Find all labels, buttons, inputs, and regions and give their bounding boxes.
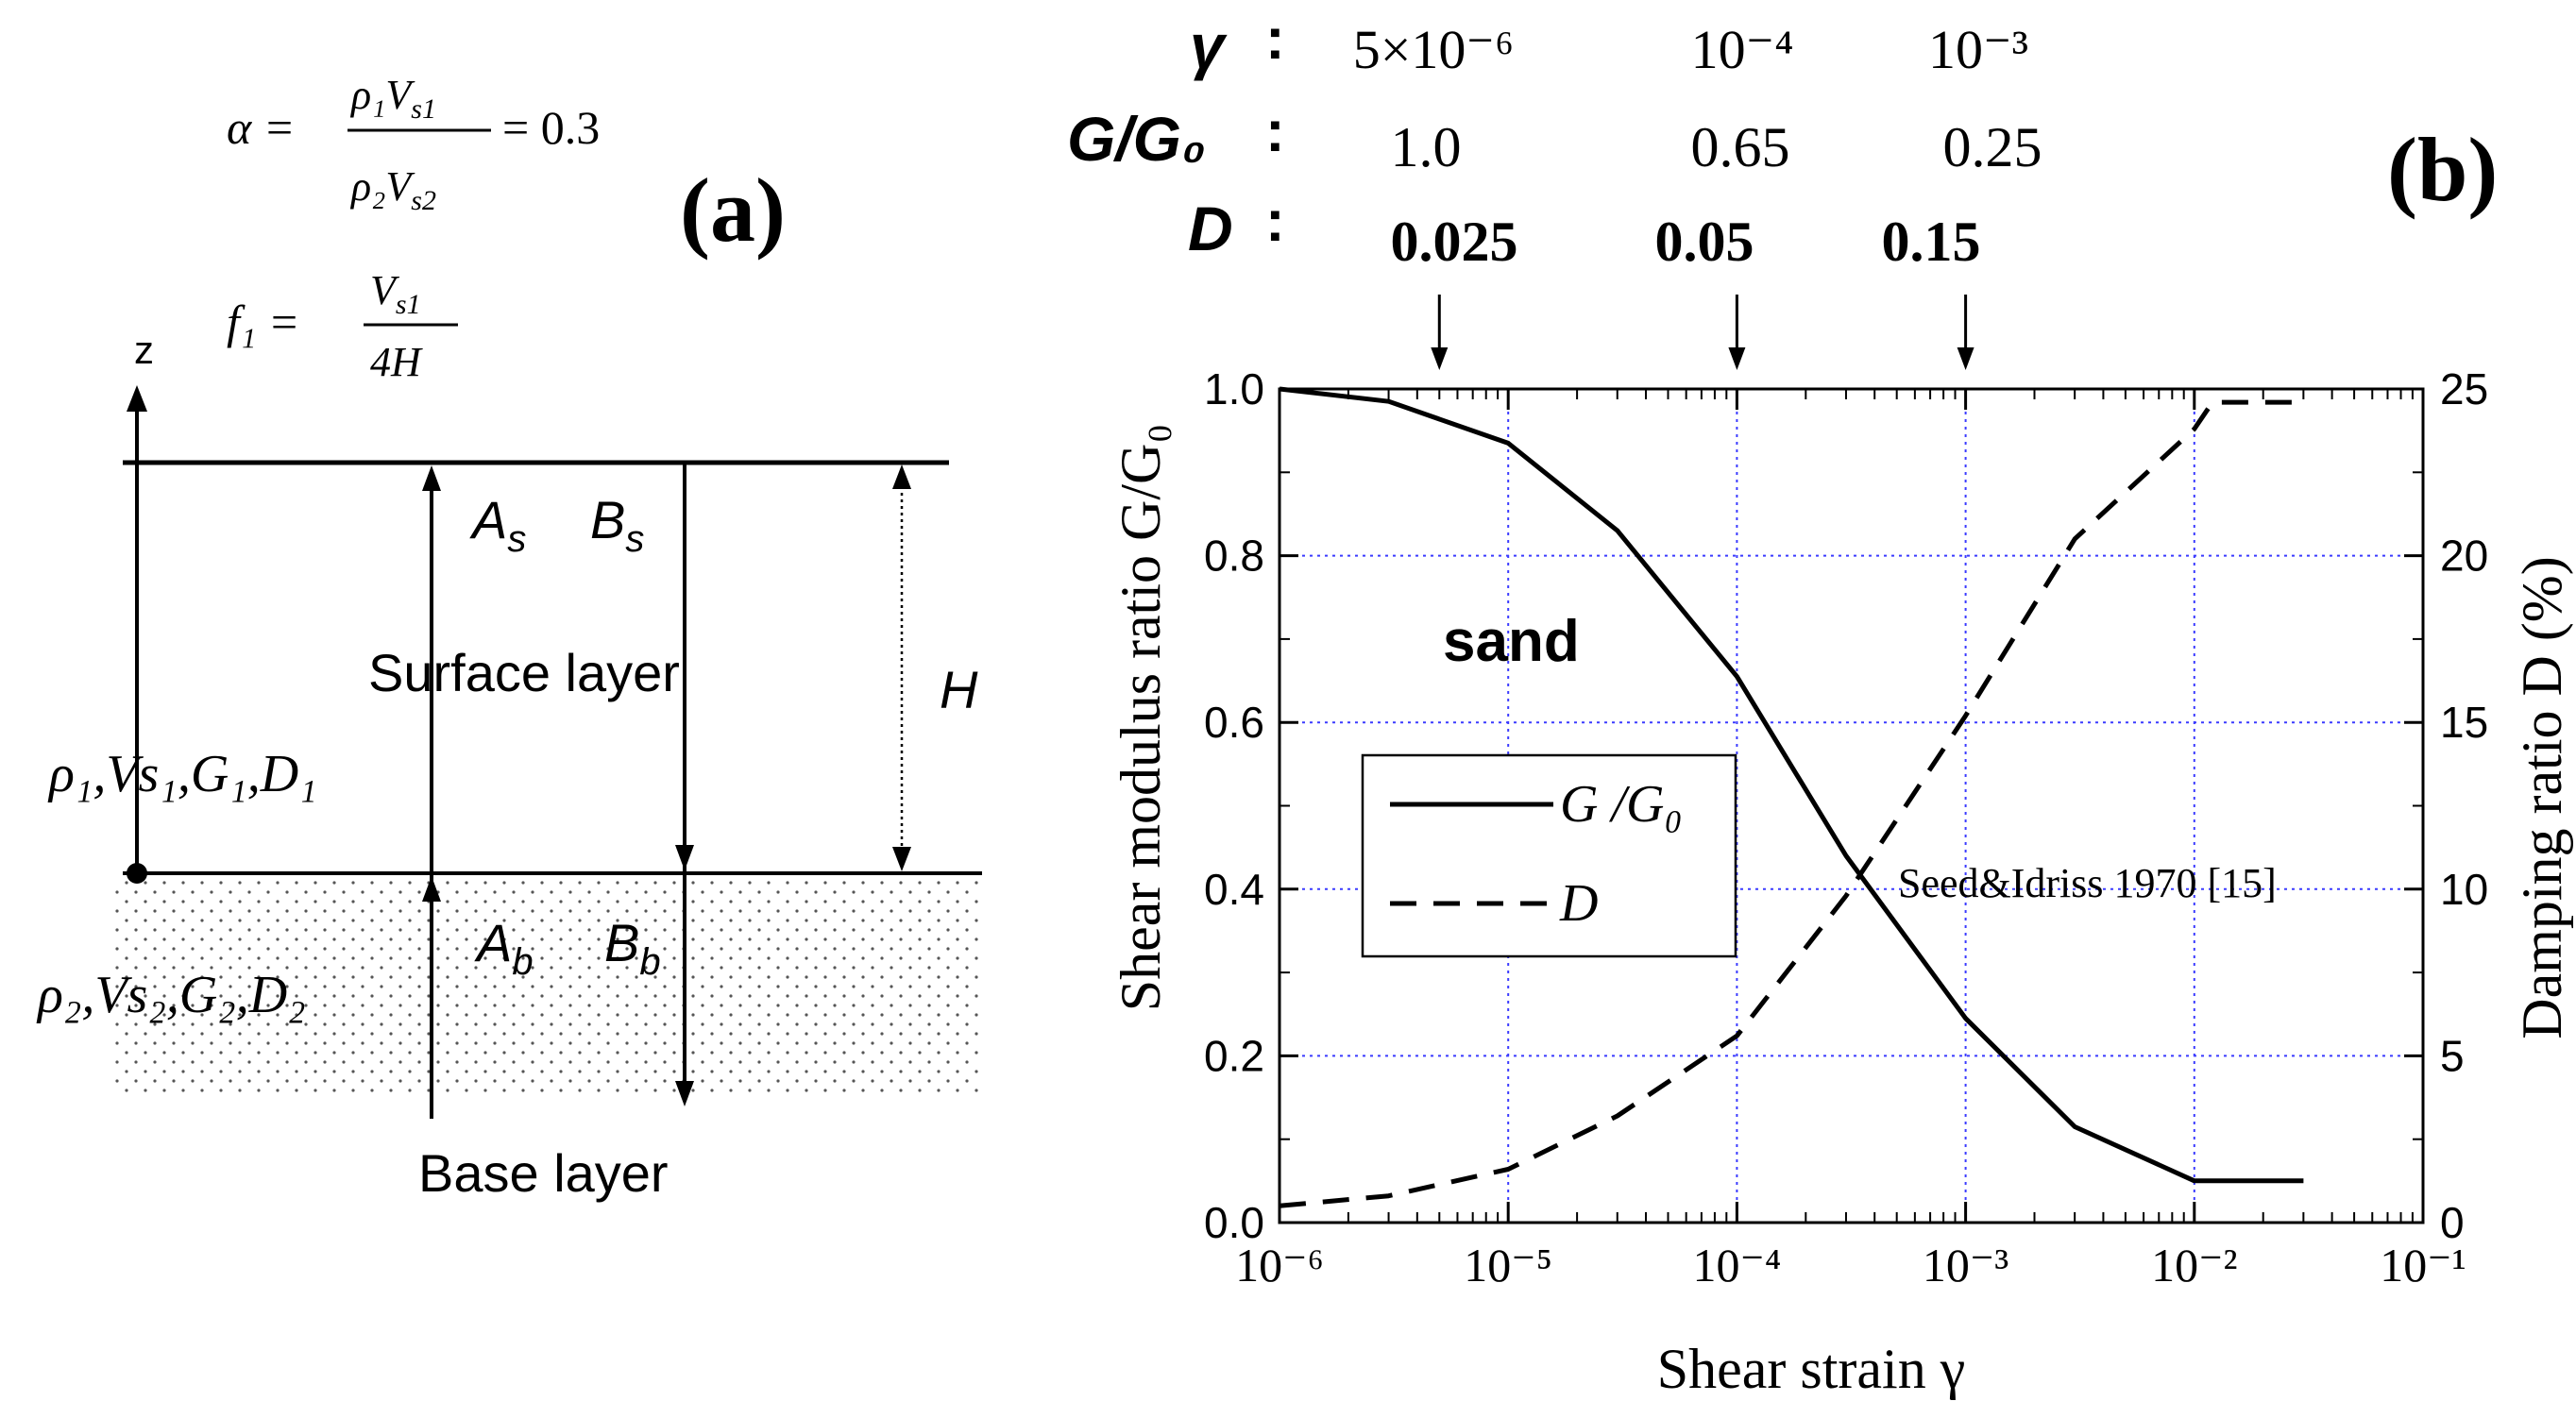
alpha-rhs: = 0.3 [502, 101, 600, 154]
table-gg0-value: 0.65 [1691, 116, 1790, 178]
alpha-denominator: ρ₂Vs2 [349, 163, 436, 216]
height-arrowhead-bottom [892, 847, 911, 871]
table-d-value: 0.05 [1655, 211, 1754, 273]
y-right-tick-label: 0 [2440, 1198, 2465, 1247]
tick-layer: 10⁻⁶ 10⁻⁵ 10⁻⁴ 10⁻³ 10⁻² 10⁻¹ 0.0 0.2 0.4 0.6 0.8 1… [1204, 364, 2488, 1291]
y-left-tick-label: 0.4 [1204, 865, 1264, 914]
legend-label-d: D [1559, 874, 1598, 933]
table-gamma-value: 5×10⁻⁶ [1353, 19, 1515, 80]
table-colon-1: : [1265, 7, 1285, 72]
strain-marker-arrowhead [1728, 347, 1746, 370]
y-left-tick-label: 0.2 [1204, 1031, 1264, 1080]
surface-layer-label: Surface layer [368, 643, 680, 702]
y-right-tick-label: 25 [2440, 364, 2488, 414]
x-tick-label: 10⁻⁶ [1235, 1239, 1324, 1291]
table-gg0-label: G/G₀ [1067, 104, 1206, 174]
layer2-properties: ρ₂,Vs₂,G₂,D₂ [36, 966, 306, 1024]
table-colon-2: : [1265, 99, 1285, 164]
y-left-tick-label: 0.8 [1204, 532, 1264, 581]
label-a-b: Ab [474, 913, 534, 983]
freq-denominator: 4H [370, 339, 423, 385]
table-d-value: 0.15 [1882, 211, 1981, 273]
layer1-properties: ρ₁,Vs₁,G₁,D₁ [47, 745, 317, 803]
table-colon-3: : [1265, 189, 1285, 254]
z-axis-arrowhead [127, 385, 147, 412]
y-left-tick-label: 1.0 [1204, 364, 1264, 414]
z-axis-label: z [134, 328, 154, 372]
series-line-modulus [1279, 386, 2304, 1184]
panel-b: γ G/G₀ D : : : 5×10⁻⁶ 10⁻⁴ 10⁻³ 1.0 0.65… [1067, 7, 2573, 1400]
table-gamma-value: 10⁻³ [1928, 19, 2028, 80]
strain-markers [1431, 295, 1974, 370]
table-d-label: D [1188, 194, 1233, 263]
strain-marker-arrowhead [1431, 347, 1449, 370]
y-right-axis-title: Damping ratio D (%) [2511, 556, 2573, 1039]
y-left-tick-label: 0.6 [1204, 698, 1264, 747]
table-gg0-value: 0.25 [1943, 116, 2042, 178]
upward-wave-arrowhead-top [422, 465, 441, 491]
freq-lhs: f₁ = [227, 295, 300, 348]
series-layer [1279, 386, 2304, 1208]
height-label: H [940, 660, 978, 719]
height-arrowhead-top [892, 464, 911, 489]
table-gg0-value: 1.0 [1391, 116, 1462, 178]
y-left-tick-label: 0.0 [1204, 1198, 1264, 1247]
x-tick-label: 10⁻⁵ [1464, 1239, 1552, 1291]
upward-wave-arrowhead-interface [422, 876, 441, 902]
table-d-value: 0.025 [1391, 211, 1518, 273]
y-right-tick-label: 5 [2440, 1031, 2465, 1080]
freq-numerator: Vs1 [370, 267, 421, 320]
strain-marker-arrowhead [1957, 347, 1974, 370]
panel-a: α = ρ₁Vs1 ρ₂Vs2 = 0.3 (a) f₁ = Vs1 4H z [36, 72, 982, 1203]
legend-box [1361, 753, 1737, 958]
base-layer-region [113, 876, 980, 1095]
alpha-lhs: α = [227, 101, 296, 154]
downward-wave-arrowhead-interface [675, 845, 694, 870]
base-layer-label: Base layer [418, 1143, 669, 1203]
legend-label-g: G /G₀ [1560, 775, 1683, 834]
y-right-tick-label: 10 [2440, 865, 2488, 914]
x-tick-label: 10⁻⁴ [1692, 1239, 1781, 1291]
series-line-damping [1279, 399, 2304, 1208]
y-right-tick-label: 15 [2440, 698, 2488, 747]
alpha-numerator: ρ₁Vs1 [349, 72, 436, 125]
panel-a-label: (a) [680, 160, 786, 261]
annotation-sand: sand [1443, 609, 1580, 674]
y-left-axis-title: Shear modulus ratio G/G₀ [1110, 424, 1172, 1012]
table-gamma-value: 10⁻⁴ [1691, 19, 1794, 80]
x-tick-label: 10⁻² [2151, 1239, 2237, 1291]
y-right-tick-label: 20 [2440, 532, 2488, 581]
x-axis-title: Shear strain γ [1657, 1338, 1965, 1400]
x-tick-label: 10⁻³ [1923, 1239, 2008, 1291]
x-tick-label: 10⁻¹ [2380, 1239, 2466, 1291]
label-b-b: Bb [604, 913, 661, 983]
label-b-s: Bs [590, 490, 644, 560]
panel-b-label: (b) [2387, 119, 2498, 220]
downward-wave-arrowhead-bottom [675, 1081, 694, 1106]
legend: G /G₀ D [1361, 753, 1737, 958]
annotation-source: Seed&Idriss 1970 [15] [1898, 860, 2277, 906]
table-gamma-label: γ [1190, 11, 1228, 81]
label-a-s: As [469, 490, 526, 560]
